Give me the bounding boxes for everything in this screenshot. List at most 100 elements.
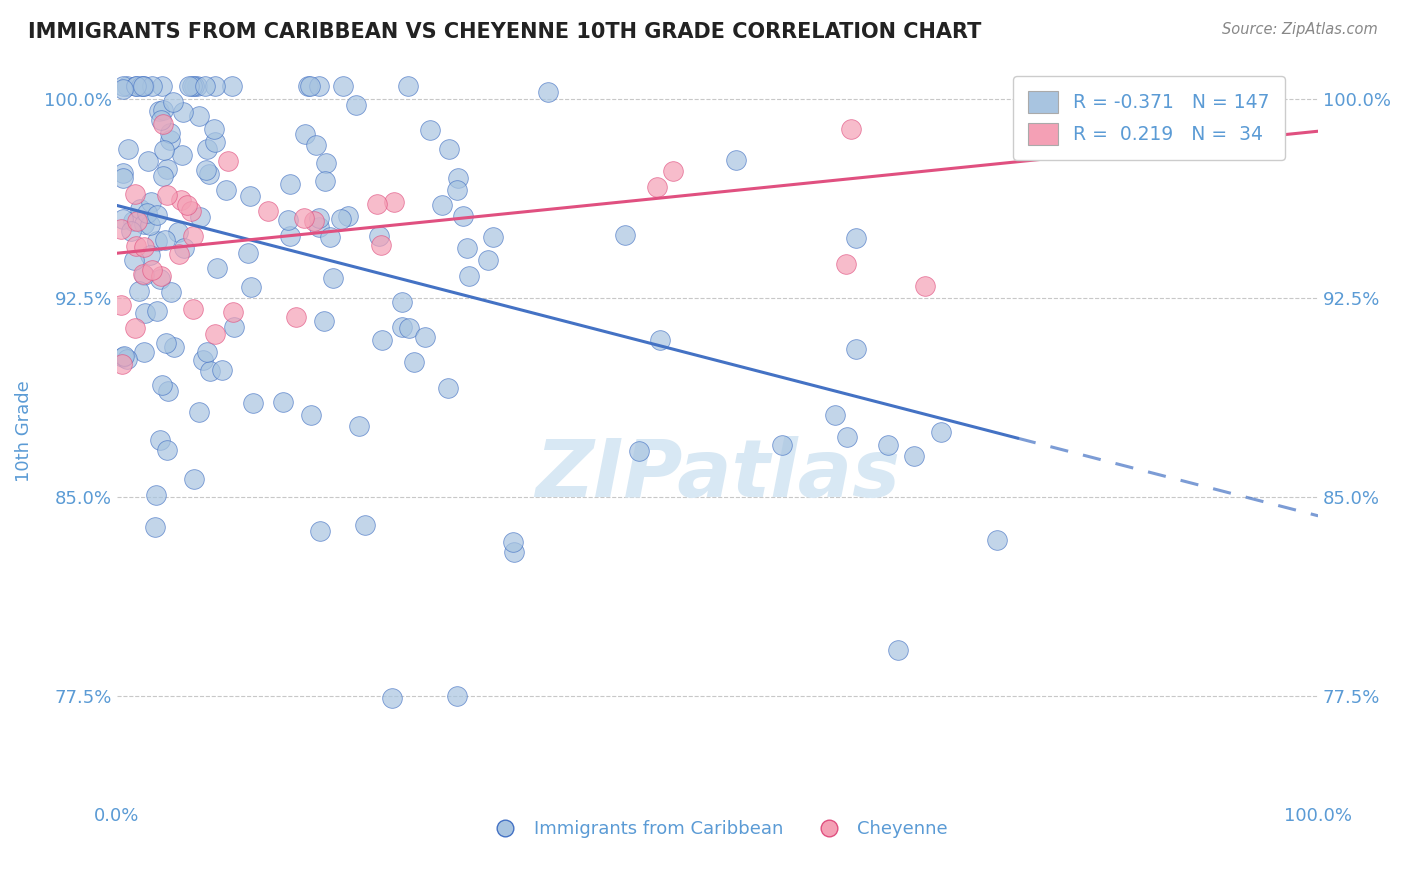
Point [304, 137, 326, 152]
Point [312, 314, 335, 328]
Point [131, 79, 153, 94]
Point [167, 246, 190, 260]
Point [446, 690, 468, 704]
Point [148, 104, 170, 119]
Point [839, 122, 862, 136]
Point [181, 301, 204, 316]
Point [477, 252, 499, 267]
Point [111, 357, 134, 371]
Text: IMMIGRANTS FROM CARIBBEAN VS CHEYENNE 10TH GRADE CORRELATION CHART: IMMIGRANTS FROM CARIBBEAN VS CHEYENNE 10… [28, 22, 981, 42]
Point [122, 214, 145, 228]
Point [115, 352, 138, 367]
Point [129, 202, 152, 216]
Point [156, 161, 179, 176]
Point [139, 195, 162, 210]
Point [308, 220, 330, 235]
Point [204, 135, 226, 149]
Point [132, 79, 155, 94]
Point [146, 234, 169, 248]
Point [173, 241, 195, 255]
Point [413, 329, 436, 343]
Point [163, 340, 186, 354]
Point [211, 362, 233, 376]
Point [150, 113, 173, 128]
Point [169, 193, 191, 207]
Point [217, 153, 239, 168]
Point [503, 545, 526, 559]
Point [141, 79, 163, 94]
Point [845, 342, 868, 356]
Point [432, 198, 454, 212]
Point [204, 327, 226, 342]
Legend: Immigrants from Caribbean, Cheyenne: Immigrants from Caribbean, Cheyenne [479, 813, 955, 846]
Point [125, 239, 148, 253]
Point [344, 98, 367, 112]
Point [111, 211, 134, 226]
Point [176, 198, 198, 212]
Point [111, 166, 134, 180]
Point [314, 174, 336, 188]
Point [337, 210, 360, 224]
Point [382, 194, 405, 209]
Point [370, 237, 392, 252]
Point [222, 305, 245, 319]
Point [117, 79, 139, 94]
Point [661, 164, 683, 178]
Point [451, 210, 474, 224]
Point [308, 79, 330, 94]
Point [298, 79, 321, 94]
Point [125, 79, 148, 94]
Point [152, 79, 174, 94]
Point [537, 86, 560, 100]
Point [202, 121, 225, 136]
Point [159, 133, 181, 147]
Point [315, 156, 337, 170]
Point [205, 261, 228, 276]
Point [770, 438, 793, 452]
Point [299, 409, 322, 423]
Point [152, 117, 174, 131]
Point [117, 142, 139, 156]
Point [145, 488, 167, 502]
Point [170, 148, 193, 162]
Point [156, 188, 179, 202]
Point [146, 208, 169, 222]
Point [284, 310, 307, 324]
Point [502, 535, 524, 549]
Point [292, 211, 315, 225]
Point [271, 395, 294, 409]
Point [322, 271, 344, 285]
Point [134, 345, 156, 359]
Point [391, 295, 413, 310]
Point [159, 285, 181, 299]
Point [152, 143, 174, 157]
Point [332, 79, 354, 94]
Point [152, 103, 174, 117]
Point [239, 189, 262, 203]
Point [903, 449, 925, 463]
Text: ZIPatlas: ZIPatlas [536, 436, 900, 515]
Point [187, 109, 209, 123]
Point [354, 517, 377, 532]
Point [198, 364, 221, 378]
Point [837, 430, 859, 444]
Point [134, 240, 156, 254]
Point [446, 183, 468, 197]
Point [297, 79, 319, 94]
Point [139, 248, 162, 262]
Point [224, 319, 246, 334]
Point [308, 524, 330, 538]
Point [120, 224, 142, 238]
Point [824, 408, 846, 422]
Point [150, 378, 173, 392]
Point [127, 214, 149, 228]
Point [111, 81, 134, 95]
Point [150, 268, 173, 283]
Point [391, 319, 413, 334]
Point [157, 384, 180, 399]
Point [256, 204, 278, 219]
Point [132, 217, 155, 231]
Point [845, 231, 868, 245]
Point [835, 257, 858, 271]
Point [278, 228, 301, 243]
